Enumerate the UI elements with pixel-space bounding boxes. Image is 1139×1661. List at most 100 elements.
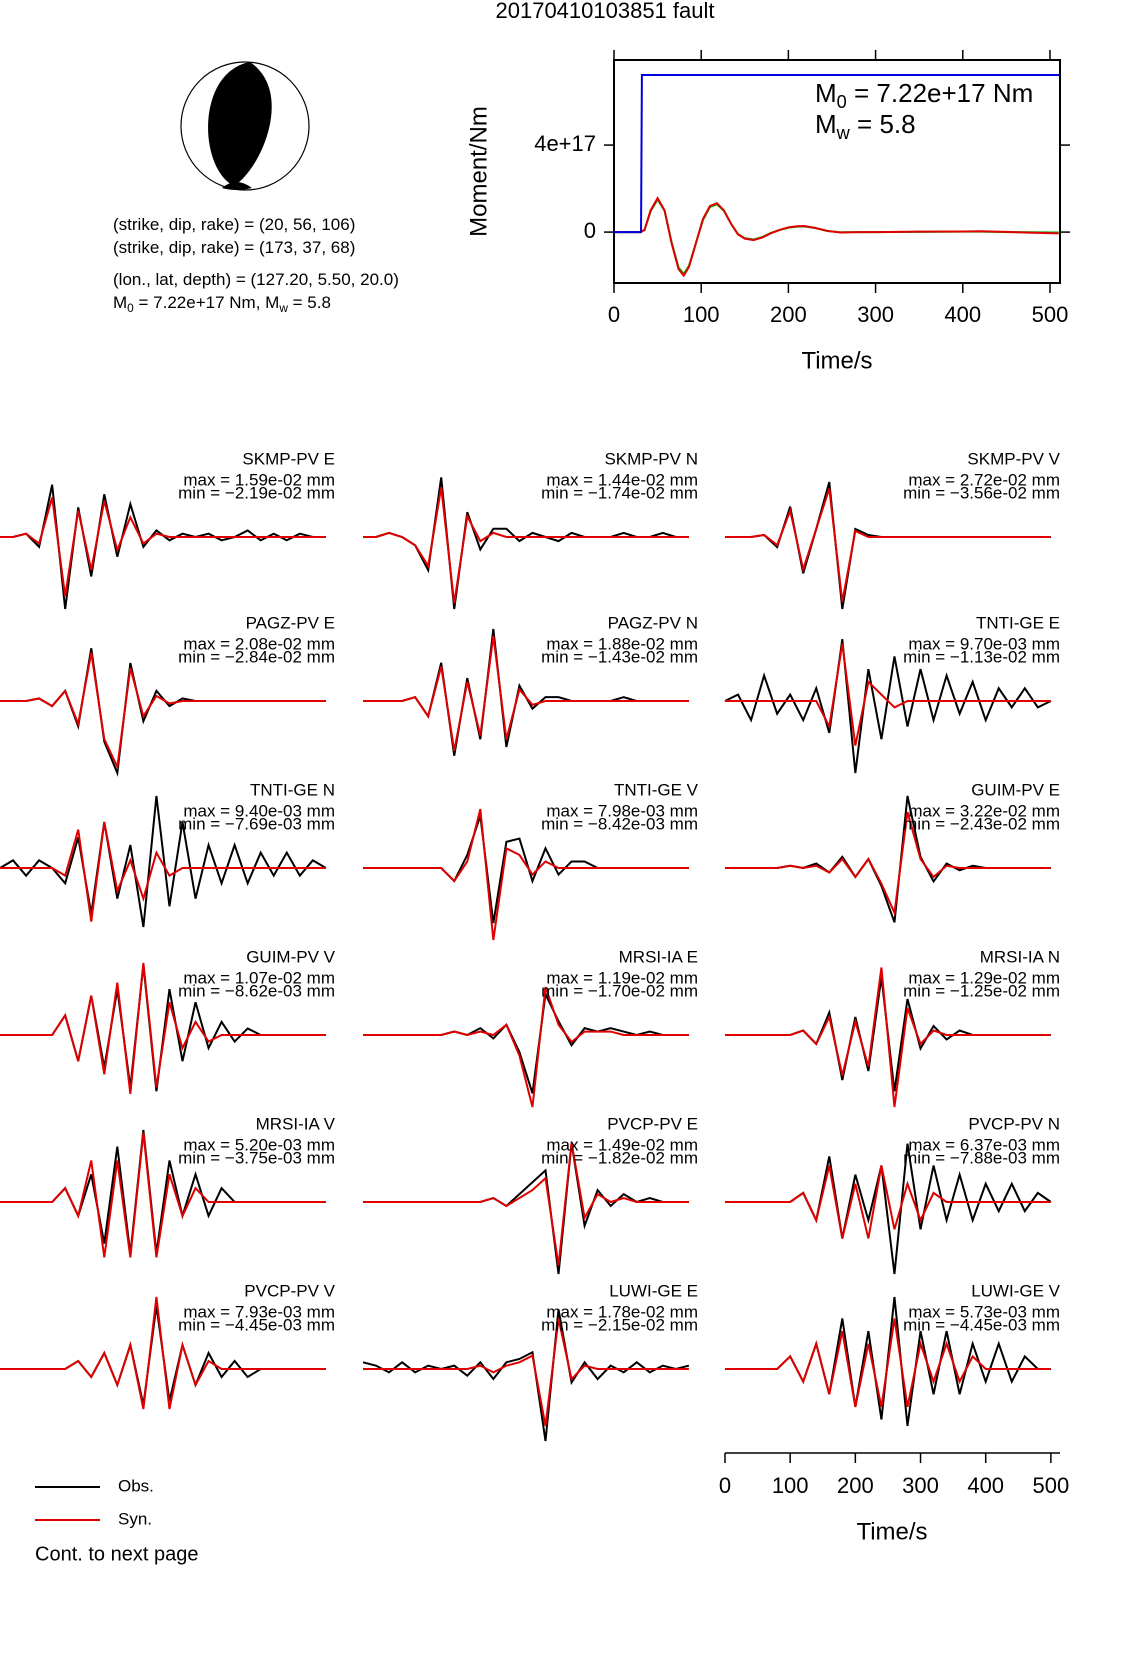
max-label: max = 6.37e-03 mm (908, 1135, 1060, 1154)
station-label: PVCP-PV N (968, 1114, 1060, 1133)
station-label: TNTI-GE E (976, 613, 1060, 632)
beachball-compression (208, 62, 272, 186)
waveform (363, 808, 689, 941)
max-label: max = 2.08e-02 mm (183, 634, 335, 653)
plot-frame (613, 59, 1061, 284)
max-label: max = 1.19e-02 mm (546, 968, 698, 987)
station-label: PVCP-PV V (244, 1281, 335, 1300)
min-label: min = −2.19e-02 mm (178, 483, 335, 502)
text-segment: M (815, 78, 837, 108)
station-label: TNTI-GE N (250, 780, 335, 799)
x-tick-label: 0 (719, 1473, 731, 1498)
y-tick-label: 0 (584, 218, 596, 243)
legend-label: Obs. (118, 1476, 154, 1495)
waveform (725, 1165, 1051, 1239)
station-label: SKMP-PV E (242, 449, 335, 468)
waveform (0, 821, 326, 922)
subscript: 0 (127, 301, 134, 315)
min-label: min = −4.45e-03 mm (903, 1315, 1060, 1334)
station-label: MRSI-IA V (256, 1114, 336, 1133)
x-tick-label: 300 (902, 1473, 939, 1498)
text-segment: = 7.22e+17 Nm, M (134, 293, 280, 312)
subscript: w (278, 301, 288, 315)
station-label: PAGZ-PV N (608, 613, 698, 632)
text-segment: = 5.8 (850, 109, 916, 139)
max-label: max = 1.07e-02 mm (183, 968, 335, 987)
waveform (0, 484, 326, 610)
x-tick-label: 100 (683, 302, 720, 327)
station-label: SKMP-PV V (967, 449, 1060, 468)
waveform (363, 1318, 689, 1427)
x-tick-label: 500 (1032, 302, 1069, 327)
waveform (363, 635, 689, 751)
min-label: min = −3.75e-03 mm (178, 1148, 335, 1167)
waveform (363, 1142, 689, 1266)
waveform (363, 986, 689, 1108)
max-label: max = 9.40e-03 mm (183, 801, 335, 820)
footer-note: Cont. to next page (35, 1543, 198, 1565)
annotation: M0 = 7.22e+17 Nm (815, 78, 1033, 112)
min-label: min = −1.43e-02 mm (541, 647, 698, 666)
waveform (0, 962, 326, 1095)
mechanism-line: (lon., lat, depth) = (127.20, 5.50, 20.0… (113, 270, 399, 289)
waveform (0, 795, 327, 928)
min-label: min = −7.69e-03 mm (178, 814, 335, 833)
min-label: min = −1.82e-02 mm (541, 1148, 698, 1167)
station-label: LUWI-GE V (971, 1281, 1060, 1300)
mechanism-line: (strike, dip, rake) = (20, 56, 106) (113, 215, 355, 234)
waveform (0, 652, 326, 771)
max-label: max = 1.59e-02 mm (183, 470, 335, 489)
x-tick-label: 200 (770, 302, 807, 327)
mechanism-line: M0 = 7.22e+17 Nm, Mw = 5.8 (113, 293, 331, 315)
annotation: Mw = 5.8 (815, 109, 916, 143)
min-label: min = −2.15e-02 mm (541, 1315, 698, 1334)
x-axis-label: Time/s (856, 1518, 927, 1545)
max-label: max = 5.20e-03 mm (183, 1135, 335, 1154)
max-label: max = 3.22e-02 mm (908, 801, 1060, 820)
station-label: PAGZ-PV E (246, 613, 335, 632)
min-label: min = −8.42e-03 mm (541, 814, 698, 833)
waveform (725, 811, 1051, 917)
waveform (0, 497, 326, 597)
max-label: max = 9.70e-03 mm (908, 634, 1060, 653)
station-label: LUWI-GE E (609, 1281, 698, 1300)
min-label: min = −3.56e-02 mm (903, 483, 1060, 502)
figure-title: 20170410103851 fault (496, 0, 715, 23)
legend-label: Syn. (118, 1509, 152, 1528)
text-segment: = 5.8 (288, 293, 331, 312)
waveform (0, 1132, 326, 1258)
station-label: GUIM-PV V (246, 947, 335, 966)
x-tick-label: 400 (944, 302, 981, 327)
subscript: 0 (837, 92, 847, 112)
max-label: max = 1.29e-02 mm (908, 968, 1060, 987)
waveform (724, 639, 1052, 774)
beachball-compression (222, 182, 252, 190)
x-tick-label: 500 (1033, 1473, 1070, 1498)
max-label: max = 7.93e-03 mm (183, 1302, 335, 1321)
station-label: SKMP-PV N (604, 449, 698, 468)
x-tick-label: 400 (967, 1473, 1004, 1498)
x-tick-label: 200 (837, 1473, 874, 1498)
max-label: max = 7.98e-03 mm (546, 801, 698, 820)
mechanism-line: (strike, dip, rake) = (173, 37, 68) (113, 238, 355, 257)
max-label: max = 2.72e-02 mm (908, 470, 1060, 489)
station-label: MRSI-IA E (619, 947, 698, 966)
waveform (725, 488, 1051, 602)
max-label: max = 1.88e-02 mm (546, 634, 698, 653)
min-label: min = −1.13e-02 mm (903, 647, 1060, 666)
x-axis-label: Time/s (801, 347, 872, 374)
min-label: min = −2.84e-02 mm (178, 647, 335, 666)
waveform (0, 648, 326, 777)
max-label: max = 1.78e-02 mm (546, 1302, 698, 1321)
waveform (362, 1309, 690, 1442)
min-label: min = −2.43e-02 mm (903, 814, 1060, 833)
text-segment: M (113, 293, 127, 312)
min-label: min = −1.70e-02 mm (541, 981, 698, 1000)
y-axis-label: Moment/Nm (465, 106, 492, 237)
waveform (725, 967, 1051, 1108)
waveform (363, 487, 689, 604)
text-segment: (strike, dip, rake) = (20, 56, 106) (113, 215, 355, 234)
max-label: max = 1.44e-02 mm (546, 470, 698, 489)
text-segment: M (815, 109, 837, 139)
subscript: w (836, 123, 851, 143)
